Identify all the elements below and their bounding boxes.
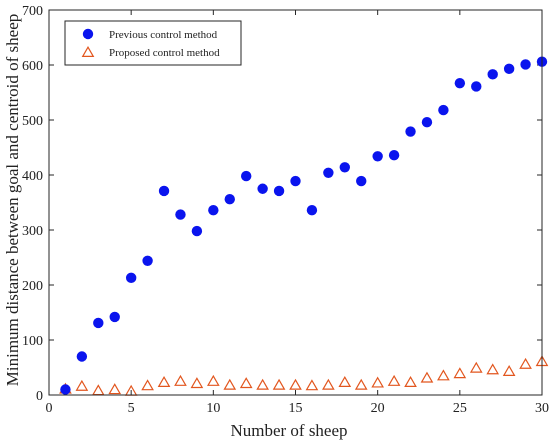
- proposed-method-point: [322, 378, 335, 390]
- y-tick-label: 400: [22, 169, 43, 184]
- y-tick-label: 200: [22, 279, 43, 294]
- previous-method-point: [257, 183, 268, 194]
- proposed-method-point: [486, 363, 500, 375]
- proposed-method-point: [223, 378, 237, 390]
- previous-method-point: [224, 194, 235, 205]
- previous-method-point: [438, 104, 449, 116]
- y-tick-label: 100: [22, 334, 43, 349]
- proposed-method-point: [190, 377, 204, 389]
- legend: Previous control method Proposed control…: [64, 20, 242, 66]
- previous-method-point: [175, 209, 186, 220]
- previous-method-point: [323, 167, 334, 178]
- proposed-method-point: [387, 374, 401, 386]
- legend-marker-previous: [82, 28, 94, 40]
- proposed-method-point: [256, 378, 269, 390]
- previous-method-point: [93, 317, 104, 329]
- previous-method-point: [503, 63, 515, 75]
- proposed-method-point: [404, 375, 417, 387]
- x-tick-label: 15: [289, 401, 303, 416]
- legend-box: [64, 20, 242, 66]
- previous-method-point: [60, 384, 71, 395]
- previous-method-point: [191, 225, 203, 237]
- proposed-method-point: [289, 378, 302, 390]
- previous-method-point: [356, 175, 367, 187]
- previous-method-point: [388, 150, 400, 161]
- previous-method-point: [241, 170, 252, 182]
- x-tick-label: 20: [371, 401, 385, 416]
- proposed-method-point: [239, 377, 253, 389]
- proposed-method-point: [91, 384, 105, 396]
- y-tick-label: 300: [22, 224, 43, 239]
- previous-method-point: [142, 255, 153, 266]
- legend-label-proposed: Proposed control method: [109, 47, 220, 59]
- proposed-method-point: [420, 371, 434, 383]
- proposed-method-point: [502, 364, 516, 376]
- previous-method-point: [487, 69, 498, 80]
- proposed-method-point: [371, 376, 385, 388]
- proposed-method-point: [338, 375, 352, 387]
- y-tick-label: 600: [22, 59, 43, 74]
- proposed-method-point: [453, 367, 467, 379]
- proposed-method-point: [519, 357, 532, 369]
- proposed-method-point: [206, 374, 220, 386]
- x-axis-title: Number of sheep: [230, 421, 347, 440]
- previous-method-point: [208, 205, 219, 216]
- previous-method-point: [372, 151, 383, 162]
- previous-method-point: [76, 351, 88, 362]
- y-tick-label: 500: [22, 114, 43, 129]
- previous-method-point: [125, 272, 137, 284]
- y-axis-title: Minimum distance between goal and centro…: [3, 14, 22, 386]
- plot-frame: [48, 9, 543, 396]
- previous-method-point: [273, 185, 285, 197]
- proposed-method-point: [272, 378, 286, 390]
- proposed-method-point: [75, 379, 89, 391]
- previous-method-point: [405, 126, 416, 137]
- previous-method-point: [339, 162, 350, 173]
- previous-method-point: [306, 205, 318, 216]
- proposed-method-point: [469, 361, 483, 373]
- proposed-method-point: [141, 379, 154, 391]
- x-tick-label: 25: [453, 401, 467, 416]
- proposed-method-point: [305, 379, 319, 391]
- legend-marker-proposed: [81, 45, 95, 58]
- proposed-method-point: [108, 383, 122, 395]
- previous-method-point: [421, 117, 433, 128]
- y-tick-label: 700: [22, 4, 43, 19]
- x-tick-label: 30: [535, 401, 549, 416]
- previous-method-point: [109, 311, 120, 323]
- data-marks: [59, 56, 549, 396]
- previous-method-point: [454, 77, 466, 89]
- proposed-method-point: [354, 378, 368, 390]
- x-tick-label: 0: [46, 401, 53, 416]
- previous-method-point: [290, 175, 301, 187]
- previous-method-point: [158, 185, 170, 197]
- previous-method-point: [520, 59, 531, 70]
- proposed-method-point: [157, 375, 171, 387]
- proposed-method-point: [437, 369, 450, 381]
- x-tick-label: 10: [206, 401, 220, 416]
- legend-label-previous: Previous control method: [109, 29, 218, 41]
- y-tick-label: 0: [36, 389, 43, 404]
- proposed-method-point: [174, 374, 187, 386]
- previous-method-point: [471, 81, 482, 92]
- x-tick-label: 5: [128, 401, 135, 416]
